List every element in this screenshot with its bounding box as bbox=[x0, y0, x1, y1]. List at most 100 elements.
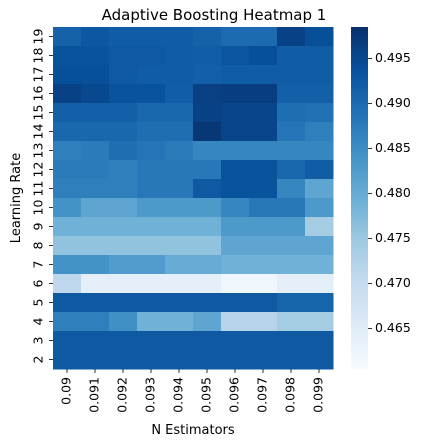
heatmap-cell bbox=[221, 65, 250, 85]
heatmap-cell bbox=[81, 198, 110, 218]
x-tick-label: 0.095 bbox=[199, 377, 214, 413]
y-tick-label: 16 bbox=[31, 86, 46, 102]
heatmap-cell bbox=[137, 350, 166, 370]
heatmap-cell bbox=[221, 236, 250, 256]
heatmap-cell bbox=[221, 274, 250, 294]
heatmap-cell bbox=[81, 160, 110, 180]
heatmap-cell bbox=[305, 198, 334, 218]
y-tick-label: 19 bbox=[31, 29, 46, 45]
x-tick-label: 0.098 bbox=[283, 377, 298, 413]
heatmap-cell bbox=[249, 65, 278, 85]
heatmap-cell bbox=[109, 312, 138, 332]
heatmap-cell bbox=[165, 312, 194, 332]
heatmap-cell bbox=[277, 65, 306, 85]
heatmap-cell bbox=[109, 103, 138, 123]
heatmap-cell bbox=[221, 255, 250, 275]
heatmap-cell bbox=[277, 160, 306, 180]
heatmap-cell bbox=[109, 46, 138, 66]
heatmap-cell bbox=[81, 293, 110, 313]
heatmap-cell bbox=[137, 46, 166, 66]
heatmap-cell bbox=[277, 198, 306, 218]
heatmap-cell bbox=[277, 274, 306, 294]
heatmap-cell bbox=[221, 179, 250, 199]
heatmap-cell bbox=[277, 46, 306, 66]
heatmap-cell bbox=[81, 46, 110, 66]
y-tick-label: 6 bbox=[31, 279, 46, 287]
y-tick-label: 11 bbox=[31, 181, 46, 197]
heatmap-cell bbox=[53, 160, 82, 180]
heatmap-cell bbox=[221, 312, 250, 332]
y-tick-label: 2 bbox=[31, 356, 46, 364]
x-tick-label: 0.094 bbox=[171, 377, 186, 413]
heatmap-cell bbox=[277, 217, 306, 237]
heatmap-cell bbox=[193, 255, 222, 275]
heatmap-cell bbox=[81, 27, 110, 47]
heatmap-cell bbox=[305, 274, 334, 294]
heatmap-cell bbox=[137, 255, 166, 275]
heatmap-cell bbox=[221, 331, 250, 351]
heatmap-cell bbox=[249, 160, 278, 180]
heatmap-cell bbox=[305, 255, 334, 275]
heatmap-cell bbox=[277, 312, 306, 332]
heatmap-cell bbox=[249, 141, 278, 161]
heatmap-cell bbox=[305, 293, 334, 313]
heatmap-cell bbox=[193, 198, 222, 218]
heatmap-cell bbox=[305, 65, 334, 85]
heatmap-cell bbox=[249, 217, 278, 237]
heatmap-cell bbox=[249, 122, 278, 142]
y-tick-label: 17 bbox=[31, 67, 46, 83]
y-tick-label: 12 bbox=[31, 162, 46, 178]
heatmap-cell bbox=[193, 236, 222, 256]
heatmap-cell bbox=[193, 293, 222, 313]
heatmap-cell bbox=[109, 141, 138, 161]
heatmap-cell bbox=[193, 312, 222, 332]
heatmap-cell bbox=[193, 179, 222, 199]
heatmap-cell bbox=[305, 84, 334, 104]
heatmap-cell bbox=[249, 27, 278, 47]
heatmap-cell bbox=[221, 217, 250, 237]
heatmap-cell bbox=[277, 27, 306, 47]
heatmap-cell bbox=[53, 350, 82, 370]
heatmap-cell bbox=[81, 179, 110, 199]
heatmap-cell bbox=[81, 312, 110, 332]
heatmap-cell bbox=[165, 350, 194, 370]
heatmap-cell bbox=[81, 103, 110, 123]
colorbar-tick-label: 0.490 bbox=[375, 95, 411, 110]
heatmap-cell bbox=[53, 46, 82, 66]
heatmap-cell bbox=[249, 255, 278, 275]
heatmap-cell bbox=[305, 160, 334, 180]
heatmap-cell bbox=[305, 350, 334, 370]
heatmap-cell bbox=[165, 46, 194, 66]
heatmap-cell bbox=[137, 217, 166, 237]
heatmap-cell bbox=[165, 65, 194, 85]
y-tick-label: 7 bbox=[31, 261, 46, 269]
heatmap-cell bbox=[109, 65, 138, 85]
heatmap-cell bbox=[81, 122, 110, 142]
heatmap-cell bbox=[277, 331, 306, 351]
heatmap-cell bbox=[305, 46, 334, 66]
heatmap-cell bbox=[53, 84, 82, 104]
heatmap-cell bbox=[109, 84, 138, 104]
y-tick-label: 15 bbox=[31, 105, 46, 121]
heatmap-cell bbox=[221, 160, 250, 180]
heatmap-cell bbox=[165, 331, 194, 351]
heatmap-cell bbox=[81, 84, 110, 104]
heatmap-cell bbox=[277, 255, 306, 275]
y-tick-label: 13 bbox=[31, 143, 46, 159]
heatmap-cell bbox=[109, 293, 138, 313]
heatmap-cell bbox=[109, 122, 138, 142]
heatmap-cell bbox=[249, 198, 278, 218]
heatmap-cell bbox=[193, 160, 222, 180]
heatmap-cell bbox=[221, 198, 250, 218]
heatmap-cell bbox=[109, 198, 138, 218]
heatmap-cell bbox=[53, 103, 82, 123]
heatmap-cell bbox=[165, 179, 194, 199]
heatmap-cell bbox=[221, 27, 250, 47]
x-axis-ticks: 0.09 0.091 0.092 0.093 0.094 0.095 0.096 0.097 0… bbox=[59, 369, 326, 413]
heatmap-cell bbox=[193, 274, 222, 294]
heatmap-cell bbox=[277, 350, 306, 370]
heatmap-cell bbox=[53, 255, 82, 275]
x-tick-label: 0.093 bbox=[143, 377, 158, 413]
heatmap-cell bbox=[165, 103, 194, 123]
